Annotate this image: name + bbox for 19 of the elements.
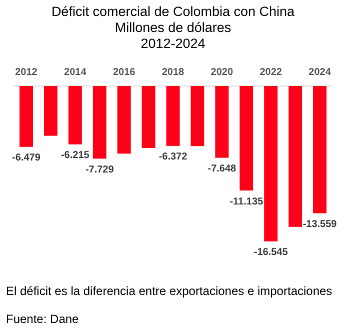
x-tick-label: 2020 (210, 66, 234, 78)
data-label: -6.479 (12, 152, 41, 164)
text: El déficit es la diferencia entre exportaciones e importaciones (6, 284, 332, 298)
data-label: -11.135 (230, 196, 264, 208)
chart-title: Déficit comercial de Colombia con China (50, 4, 296, 20)
source-note: Fuente: Dane (6, 312, 80, 326)
x-tick-label: 2018 (162, 66, 185, 78)
data-label: -13.559 (302, 219, 338, 230)
x-tick-label: 2024 (308, 66, 332, 78)
x-tick-label: 2012 (15, 66, 38, 78)
x-tick-label: 2016 (112, 66, 136, 78)
data-label: -6.372 (158, 152, 188, 163)
x-tick-label: 2014 (64, 66, 87, 78)
data-label: -7.729 (85, 164, 114, 176)
data-label: -7.648 (208, 164, 237, 175)
data-label: -16.545 (254, 247, 288, 258)
chart-subtitle: Millones de dólares 2012-2024 (114, 20, 232, 52)
x-tick-label: 2022 (260, 66, 282, 78)
data-label: -6.215 (60, 150, 90, 162)
